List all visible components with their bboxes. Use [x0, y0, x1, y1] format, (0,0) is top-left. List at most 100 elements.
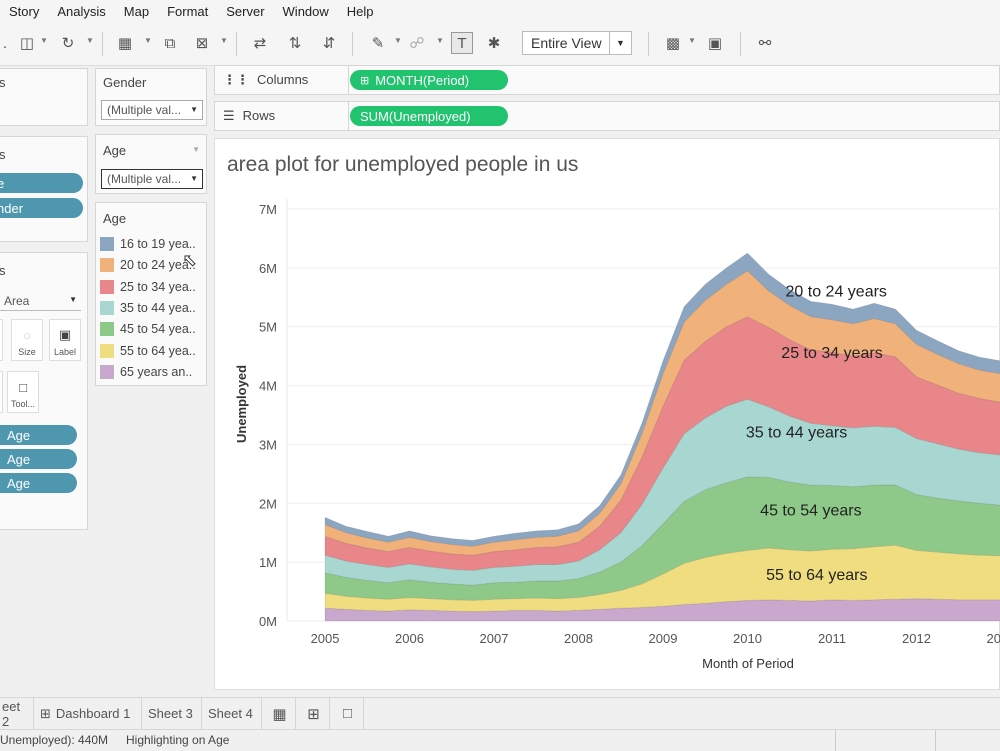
mark-pill-age-label[interactable]: Age — [0, 449, 77, 469]
detail-button[interactable] — [0, 371, 3, 413]
legend-item[interactable]: 20 to 24 yea.. — [100, 256, 196, 274]
toolbar-divider — [352, 32, 353, 56]
menu-format[interactable]: Format — [167, 3, 209, 19]
size-button[interactable]: ○ Size — [11, 319, 43, 361]
columns-pill-month-period[interactable]: ⊞ MONTH(Period) — [350, 70, 508, 90]
show-me-icon[interactable]: ▩ — [665, 35, 681, 52]
mark-pill-age-detail[interactable]: Age — [0, 473, 77, 493]
share-icon[interactable]: ⚯ — [758, 35, 772, 52]
columns-icon: ⋮⋮ — [223, 72, 249, 87]
chevron-down-icon[interactable]: ▼ — [436, 36, 444, 45]
menu-story[interactable]: Story — [9, 3, 40, 19]
legend-label: 16 to 19 yea.. — [120, 237, 196, 251]
menu-window[interactable]: Window — [282, 3, 329, 19]
age-filter-select[interactable]: (Multiple val... ▼ — [101, 169, 203, 189]
legend-label: 35 to 44 yea.. — [120, 300, 196, 315]
columns-shelf[interactable]: ⋮⋮ Columns ⊞ MONTH(Period) — [214, 65, 1000, 95]
attach-icon[interactable]: ☍ — [409, 35, 425, 52]
menu-map[interactable]: Map — [123, 3, 150, 19]
legend-item[interactable]: 25 to 34 yea.. — [100, 278, 196, 296]
tab-sheet-4[interactable]: Sheet 4 — [202, 698, 262, 729]
tab-label: Sheet 4 — [208, 706, 253, 721]
legend-swatch — [100, 364, 114, 379]
menu-server[interactable]: Server — [226, 3, 265, 19]
mark-pill-label: Age — [7, 427, 31, 443]
mark-pill-label: Age — [7, 475, 31, 491]
label-button[interactable]: ▣ Label — [49, 319, 81, 361]
rows-shelf[interactable]: ☰ Rows SUM(Unemployed) — [214, 101, 1000, 131]
area-label: 55 to 64 years — [766, 567, 867, 584]
legend-item[interactable]: 55 to 64 yea.. — [100, 342, 196, 360]
age-filter-value: (Multiple val... — [107, 172, 182, 186]
show-mark-labels-icon[interactable]: T — [451, 32, 473, 54]
chevron-down-icon[interactable]: ▼ — [688, 36, 696, 45]
y-tick-label: 4M — [259, 379, 277, 394]
legend-item[interactable]: 45 to 54 yea.. — [100, 320, 196, 338]
new-dashboard-icon[interactable]: ⊞ — [298, 698, 330, 729]
tab-sheet-3[interactable]: Sheet 3 — [142, 698, 202, 729]
status-divider — [835, 730, 836, 751]
gender-filter-value: (Multiple val... — [107, 103, 182, 117]
color-button[interactable] — [0, 319, 3, 361]
mark-pill-label: Age — [7, 451, 31, 467]
duplicate-icon[interactable]: ⧉ — [164, 34, 176, 52]
pages-card-title: s — [0, 75, 6, 90]
chevron-down-icon[interactable]: ▼ — [86, 36, 94, 45]
refresh-icon[interactable]: ↻ — [61, 35, 75, 52]
highlight-icon[interactable]: ✎ — [371, 35, 385, 52]
new-sheet-icon[interactable]: ▦ — [117, 35, 133, 52]
menu-help[interactable]: Help — [346, 3, 374, 19]
tooltip-button[interactable]: □ Tool... — [7, 371, 39, 413]
filter-pill-gender[interactable]: nder — [0, 198, 83, 218]
y-tick-label: 3M — [259, 437, 277, 452]
sort-descending-icon[interactable]: ⇵ — [322, 35, 336, 52]
area-label: 45 to 54 years — [760, 502, 861, 519]
marks-card: s Area ▼ ○ Size ▣ Label □ Tool... Age Ag… — [0, 252, 88, 530]
tooltip-icon: □ — [19, 380, 27, 395]
pages-card: s — [0, 68, 88, 126]
menu-bar: Story Analysis Map Format Server Window … — [0, 0, 1000, 22]
legend-item[interactable]: 35 to 44 yea.. — [100, 299, 196, 317]
legend-item[interactable]: 16 to 19 yea.. — [100, 235, 196, 253]
legend-label: 20 to 24 yea.. — [120, 258, 196, 273]
mark-type-select[interactable]: Area ▼ — [0, 291, 81, 311]
area-series-16-to-19-years[interactable] — [324, 252, 1000, 547]
chevron-down-icon[interactable]: ▼ — [144, 36, 152, 45]
shelf-divider — [348, 102, 349, 130]
chevron-down-icon[interactable]: ▼ — [192, 145, 200, 154]
toolbar-divider — [740, 32, 741, 56]
new-story-icon[interactable]: □ — [332, 698, 364, 729]
presentation-icon[interactable]: ▣ — [707, 35, 723, 52]
legend-label: 55 to 64 yea.. — [120, 343, 196, 358]
cursor-icon: ⬁ — [182, 250, 198, 270]
tab-sheet-2[interactable]: eet 2 — [0, 698, 34, 729]
filter-pill-age[interactable]: e — [0, 173, 83, 193]
rows-pill-label: SUM(Unemployed) — [360, 108, 471, 124]
chevron-down-icon[interactable]: ▼ — [40, 36, 48, 45]
chevron-down-icon[interactable]: ▼ — [609, 32, 631, 54]
fit-select[interactable]: Entire View ▼ — [522, 31, 632, 55]
mark-pill-age-color[interactable]: Age — [0, 425, 77, 445]
legend-item[interactable]: 65 years an.. — [100, 363, 192, 381]
pause-icon[interactable]: . — [2, 34, 8, 52]
new-worksheet-icon[interactable]: ▦ — [264, 698, 296, 729]
area-chart[interactable]: 0M 1M 2M 3M 4M 5M 6M 7M 2005 2006 2007 2008 2009 2010… — [215, 139, 1000, 691]
sort-ascending-icon[interactable]: ⇅ — [288, 35, 302, 52]
age-filter-title: Age — [103, 143, 127, 158]
chevron-down-icon: ▼ — [190, 105, 198, 114]
status-divider — [935, 730, 936, 751]
data-source-icon[interactable]: ◫ — [19, 35, 35, 52]
chevron-down-icon[interactable]: ▼ — [220, 36, 228, 45]
menu-analysis[interactable]: Analysis — [57, 3, 106, 19]
chevron-down-icon[interactable]: ▼ — [394, 36, 402, 45]
y-axis-label: Unemployed — [234, 365, 249, 443]
swap-icon[interactable]: ⇄ — [253, 35, 267, 52]
tab-dashboard-1[interactable]: ⊞ Dashboard 1 — [34, 698, 142, 729]
tab-label: Dashboard 1 — [55, 706, 131, 721]
sheet-tabs: eet 2 ⊞ Dashboard 1 Sheet 3 Sheet 4 ▦ ⊞ □ — [0, 697, 1000, 729]
pin-icon[interactable]: ✱ — [487, 35, 501, 52]
rows-pill-sum-unemployed[interactable]: SUM(Unemployed) — [350, 106, 508, 126]
clear-sheet-icon[interactable]: ⊠ — [195, 35, 209, 52]
legend-swatch — [100, 343, 114, 358]
gender-filter-select[interactable]: (Multiple val... ▼ — [101, 100, 203, 120]
